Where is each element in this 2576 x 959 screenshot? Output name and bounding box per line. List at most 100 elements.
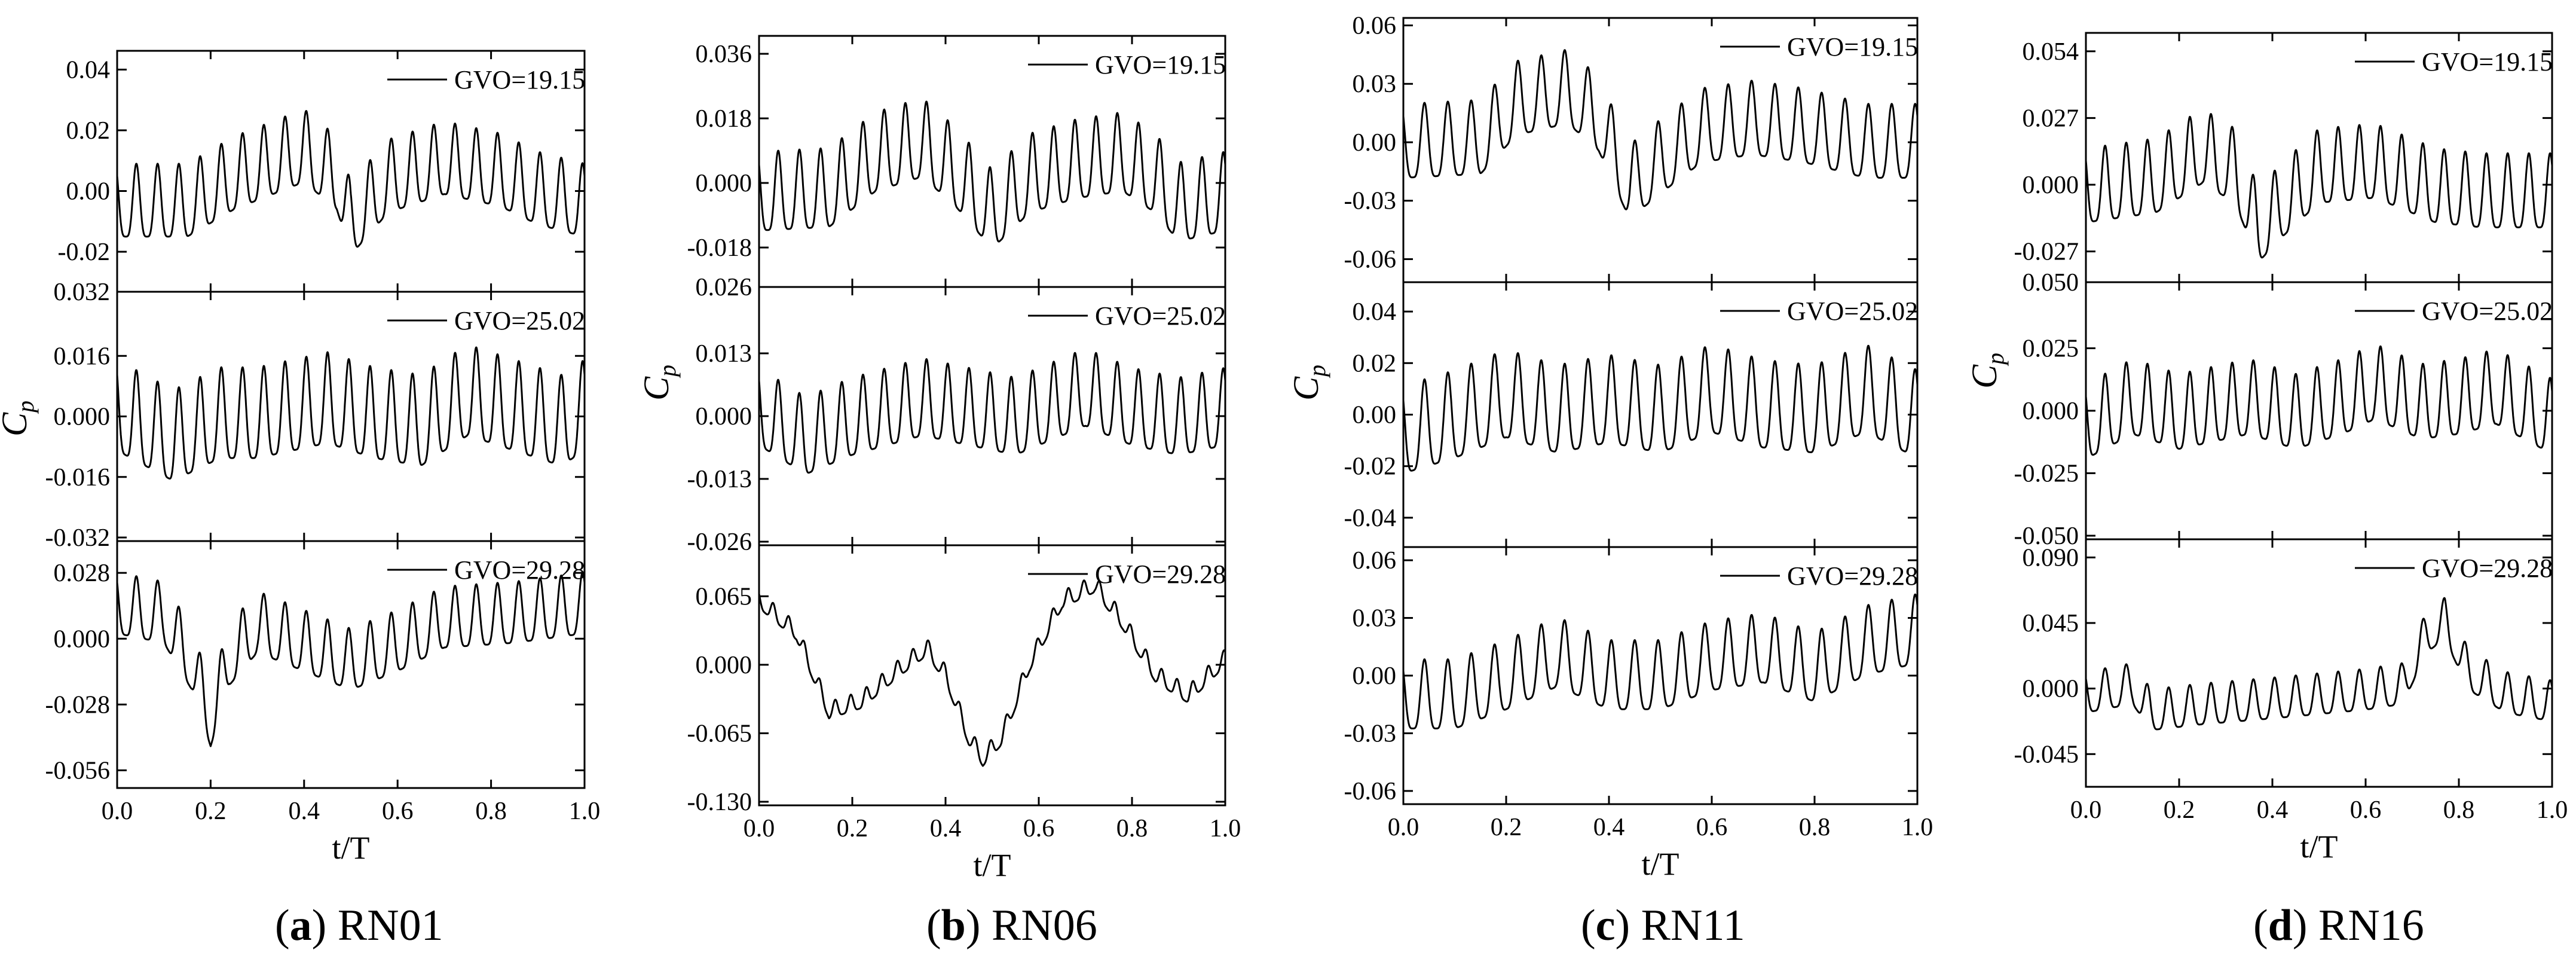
y-axis-label-sub: p [654, 365, 681, 378]
y-tick-label: 0.018 [696, 105, 752, 133]
y-tick-label: 0.000 [696, 170, 752, 197]
y-axis-label-main: C [1965, 364, 2004, 389]
chart-caption: (d) RN16 [2253, 901, 2424, 950]
caption-letter: a [290, 901, 312, 950]
series-line [116, 572, 586, 747]
legend-label: GVO=19.15 [1787, 32, 1918, 62]
legend-label: GVO=29.28 [1095, 560, 1226, 589]
y-tick-label: -0.056 [45, 757, 111, 784]
x-tick-label: 1.0 [2537, 796, 2568, 824]
legend-label: GVO=25.02 [1095, 301, 1226, 331]
chart-group: -0.02 0.00 0.02 0.04 GVO=19.15 -0.032 -0.016 0.… [0, 13, 2568, 950]
x-tick-label: 0.0 [1388, 814, 1419, 841]
y-tick-label: -0.03 [1344, 188, 1397, 215]
x-tick-label: 1.0 [569, 798, 601, 825]
plot-frame [2085, 538, 2553, 788]
y-tick-label: 0.000 [54, 404, 111, 431]
x-axis-label: t/T [2300, 829, 2338, 865]
y-tick-label: 0.054 [2023, 38, 2079, 66]
x-tick-label: 0.4 [930, 815, 962, 842]
y-tick-label: -0.032 [45, 524, 111, 552]
y-tick-label: -0.028 [45, 691, 111, 719]
legend-label: GVO=29.28 [1787, 561, 1918, 591]
panel-gvo-19.15: -0.06 -0.03 0.00 0.03 0.06 GVO=19.15 [1344, 13, 1919, 283]
caption-paren-open: ( [275, 901, 290, 950]
y-tick-label: 0.026 [696, 274, 752, 301]
y-axis-label-main: C [637, 376, 676, 401]
panel-gvo-29.28: -0.056 -0.028 0.000 0.028 GVO=29.28 [45, 540, 586, 789]
x-tick-label: 0.8 [2443, 796, 2475, 824]
caption-paren-close: ) [312, 901, 338, 950]
y-tick-label: -0.03 [1344, 720, 1397, 747]
caption-letter: d [2268, 901, 2293, 950]
panel-gvo-19.15: -0.02 0.00 0.02 0.04 GVO=19.15 [58, 50, 586, 293]
y-tick-label: -0.04 [1344, 505, 1397, 532]
caption-paren-close: ) [2293, 901, 2318, 950]
y-tick-label: 0.090 [2023, 544, 2079, 572]
legend-label: GVO=19.15 [2422, 47, 2553, 77]
series-line [2085, 345, 2553, 456]
y-tick-label: 0.025 [2023, 335, 2079, 363]
y-tick-label: -0.026 [687, 529, 752, 556]
series-line [1402, 593, 1919, 729]
y-tick-label: -0.065 [687, 720, 752, 747]
series-line [116, 110, 586, 248]
y-tick-label: 0.050 [2023, 269, 2079, 297]
y-tick-label: 0.02 [1353, 350, 1397, 377]
y-tick-label: 0.000 [696, 403, 752, 430]
x-tick-label: 0.6 [382, 798, 414, 825]
panel-gvo-19.15: -0.027 0.000 0.027 0.054 GVO=19.15 [2014, 32, 2553, 283]
y-axis-label: Cp [1286, 365, 1330, 401]
y-tick-label: -0.06 [1344, 778, 1397, 805]
x-tick-label: 0.2 [1491, 814, 1522, 841]
y-tick-label: 0.065 [696, 583, 752, 610]
y-tick-label: 0.027 [2023, 105, 2079, 132]
caption-paren-close: ) [1616, 901, 1641, 950]
y-tick-label: -0.013 [687, 466, 752, 493]
chart-rn01: -0.02 0.00 0.02 0.04 GVO=19.15 -0.032 -0.016 0.… [0, 50, 601, 950]
panel-gvo-25.02: -0.050 -0.025 0.000 0.025 0.050 GVO=25.02 [2014, 269, 2553, 550]
legend-label: GVO=25.02 [454, 306, 585, 335]
panel-gvo-29.28: -0.045 0.000 0.045 0.090 GVO=29.28 [2014, 538, 2553, 788]
legend-label: GVO=25.02 [1787, 297, 1918, 326]
chart-caption: (c) RN11 [1581, 901, 1745, 950]
x-tick-label: 0.6 [1696, 814, 1728, 841]
y-tick-label: -0.016 [45, 464, 111, 491]
y-tick-label: 0.000 [696, 652, 752, 679]
series-line [1402, 344, 1919, 472]
panel-gvo-25.02: -0.04 -0.02 0.00 0.02 0.04 GVO=25.02 [1344, 281, 1919, 548]
y-tick-label: -0.050 [2014, 523, 2079, 550]
y-tick-label: 0.03 [1353, 605, 1397, 633]
caption-paren-open: ( [2253, 901, 2268, 950]
plot-frame [116, 540, 586, 789]
y-tick-label: 0.00 [66, 178, 111, 206]
caption-text: RN11 [1641, 901, 1745, 950]
y-tick-label: -0.045 [2014, 741, 2079, 768]
x-tick-label: 0.6 [1023, 815, 1055, 842]
y-axis-label-main: C [1286, 376, 1326, 401]
y-axis-label-sub: p [1304, 365, 1330, 378]
panel-gvo-29.28: -0.06 -0.03 0.00 0.03 0.06 GVO=29.28 [1344, 546, 1919, 805]
series-line [2085, 597, 2553, 731]
x-axis-label: t/T [1642, 846, 1679, 882]
y-tick-label: 0.036 [696, 41, 752, 68]
series-line [116, 346, 586, 480]
y-tick-label: 0.04 [1353, 298, 1397, 326]
y-axis-label: Cp [0, 401, 39, 436]
legend-label: GVO=19.15 [454, 65, 585, 94]
y-tick-label: 0.032 [54, 279, 111, 306]
x-tick-label: 0.4 [1593, 814, 1625, 841]
chart-caption: (b) RN06 [926, 901, 1097, 950]
y-tick-label: -0.018 [687, 234, 752, 262]
x-tick-label: 1.0 [1210, 815, 1241, 842]
y-axis-label-main: C [0, 412, 34, 436]
x-tick-label: 0.2 [2164, 796, 2195, 824]
series-line [758, 579, 1226, 767]
caption-text: RN01 [338, 901, 443, 950]
legend-label: GVO=29.28 [2422, 554, 2553, 583]
series-line [2085, 113, 2553, 259]
caption-paren-close: ) [966, 901, 992, 950]
y-tick-label: 0.03 [1353, 71, 1397, 98]
